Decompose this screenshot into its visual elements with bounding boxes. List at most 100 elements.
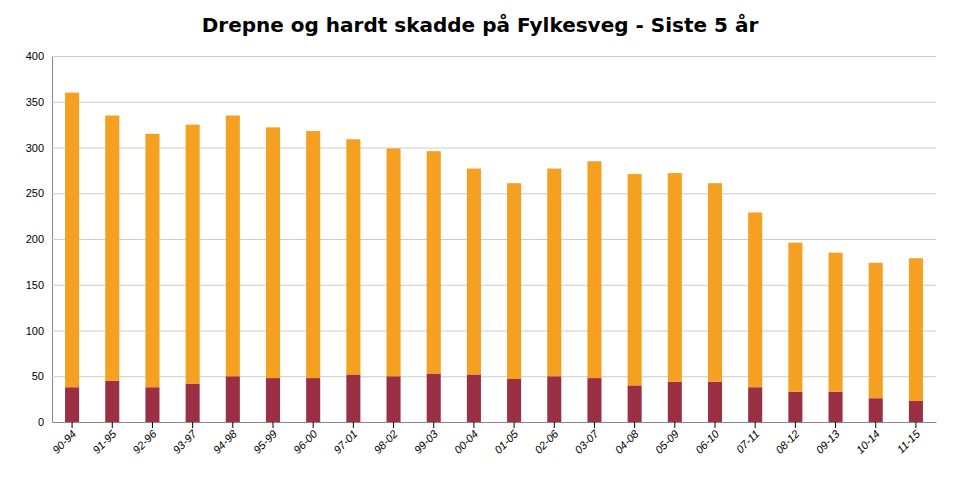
x-tick: 11-15 <box>894 422 922 455</box>
grid-line <box>52 148 936 149</box>
bar <box>829 392 843 422</box>
bar <box>306 378 320 422</box>
bar <box>467 374 481 422</box>
bar <box>346 139 360 374</box>
x-tick-label: 98-02 <box>371 428 399 456</box>
x-tick-mark <box>192 422 193 428</box>
y-tick: 400 <box>26 50 936 62</box>
grid-line <box>52 239 936 240</box>
x-tick-label: 07-11 <box>734 428 762 456</box>
bar <box>829 253 843 392</box>
y-tick-label: 0 <box>38 416 44 428</box>
grid-line <box>52 376 936 377</box>
x-tick: 92-96 <box>130 422 159 456</box>
bar <box>909 401 923 422</box>
x-tick: 97-01 <box>331 422 359 456</box>
bar <box>427 151 441 373</box>
bar <box>708 382 722 422</box>
x-tick: 99-03 <box>412 422 441 456</box>
x-tick-label: 90-94 <box>50 428 78 456</box>
bar <box>748 387 762 422</box>
y-tick-label: 400 <box>26 50 44 62</box>
bar <box>788 243 802 392</box>
bar <box>507 183 521 379</box>
grid-line <box>52 102 936 103</box>
bar <box>869 263 883 398</box>
bar <box>547 376 561 422</box>
x-tick: 02-06 <box>532 422 561 456</box>
x-tick-label: 03-07 <box>572 427 601 456</box>
x-tick-label: 93-97 <box>170 427 199 456</box>
x-tick-mark <box>554 422 555 428</box>
x-tick: 03-07 <box>572 422 601 456</box>
x-tick-label: 99-03 <box>412 427 441 456</box>
x-tick-label: 91-95 <box>90 427 119 456</box>
y-tick-label: 150 <box>26 279 44 291</box>
grid-line <box>52 331 936 332</box>
x-tick-mark <box>755 422 756 428</box>
bar <box>226 376 240 422</box>
bar <box>186 384 200 422</box>
bar <box>266 127 280 378</box>
x-tick: 93-97 <box>170 422 199 456</box>
bar <box>668 173 682 382</box>
bar <box>788 392 802 422</box>
x-tick-mark <box>353 422 354 428</box>
x-tick-mark <box>313 422 314 428</box>
x-tick: 07-11 <box>734 422 762 455</box>
x-tick-label: 92-96 <box>130 427 159 456</box>
x-tick-mark <box>915 422 916 428</box>
bar <box>628 385 642 422</box>
x-axis: 90-9491-9592-9693-9794-9895-9996-0097-01… <box>50 422 937 456</box>
bar <box>869 398 883 422</box>
x-tick-mark <box>232 422 233 428</box>
bars <box>65 93 923 422</box>
bar <box>145 387 159 422</box>
x-tick-mark <box>795 422 796 428</box>
title: Drepne og hardt skadde på Fylkesveg - Si… <box>202 13 759 37</box>
bar <box>748 212 762 387</box>
x-tick-label: 10-14 <box>854 428 882 456</box>
x-tick-label: 06-10 <box>693 427 722 456</box>
x-tick-label: 04-08 <box>612 427 641 456</box>
x-tick-mark <box>152 422 153 428</box>
bar <box>226 115 240 376</box>
x-tick: 00-04 <box>452 422 480 456</box>
bar <box>547 169 561 377</box>
series <box>65 93 923 401</box>
x-tick: 95-99 <box>251 422 279 456</box>
x-tick-mark <box>112 422 113 428</box>
x-tick-mark <box>835 422 836 428</box>
bar <box>427 374 441 422</box>
y-tick-label: 250 <box>26 187 44 199</box>
y-axis-line <box>53 57 937 423</box>
x-tick-label: 00-04 <box>452 428 480 456</box>
x-tick: 98-02 <box>371 422 399 456</box>
x-tick: 05-09 <box>653 422 681 456</box>
x-tick-mark <box>715 422 716 428</box>
bar <box>708 183 722 382</box>
x-tick-label: 11-15 <box>894 427 922 455</box>
x-tick-mark <box>674 422 675 428</box>
bar <box>387 376 401 422</box>
grid-line <box>52 285 936 286</box>
bar <box>65 93 79 388</box>
x-tick-label: 09-13 <box>813 427 842 456</box>
plot: 05010015020025030035040090-9491-9592-969… <box>26 50 937 456</box>
bar <box>65 387 79 422</box>
y-tick: 300 <box>26 142 936 154</box>
x-tick-label: 94-98 <box>211 427 240 456</box>
x-tick: 08-12 <box>773 422 801 456</box>
x-tick-label: 97-01 <box>331 428 359 456</box>
x-tick-mark <box>72 422 73 428</box>
x-tick: 06-10 <box>693 422 722 456</box>
bar <box>145 134 159 387</box>
x-tick-mark <box>594 422 595 428</box>
x-axis-line <box>53 422 937 423</box>
bar <box>387 148 401 376</box>
x-tick: 94-98 <box>211 422 240 456</box>
bar <box>105 381 119 422</box>
x-tick-label: 02-06 <box>532 427 561 456</box>
x-tick: 90-94 <box>50 422 78 456</box>
x-tick: 01-05 <box>492 422 521 456</box>
